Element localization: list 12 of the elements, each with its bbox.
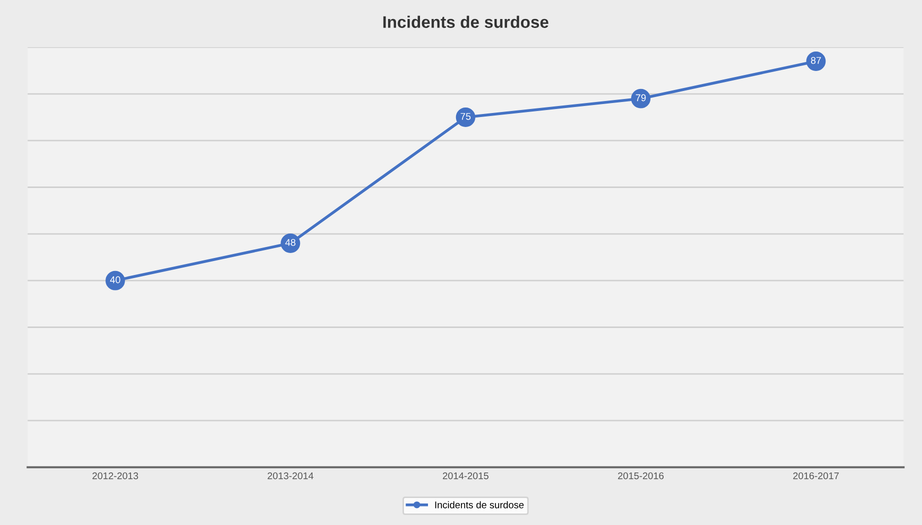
chart-title: Incidents de surdose bbox=[383, 16, 548, 28]
x-tick-label: 2015-2016 bbox=[618, 472, 664, 480]
data-label: 79 bbox=[636, 94, 646, 102]
x-tick-label: 2012-2013 bbox=[92, 472, 138, 480]
data-label: 40 bbox=[110, 276, 120, 284]
data-label: 48 bbox=[285, 238, 296, 246]
data-label: 75 bbox=[460, 113, 471, 120]
legend-label: Incidents de surdose bbox=[435, 501, 524, 508]
x-tick-label: 2013-2014 bbox=[268, 472, 314, 480]
data-label: 87 bbox=[810, 56, 821, 64]
x-tick-label: 2016-2017 bbox=[793, 472, 839, 480]
x-tick-label: 2014-2015 bbox=[442, 472, 488, 480]
